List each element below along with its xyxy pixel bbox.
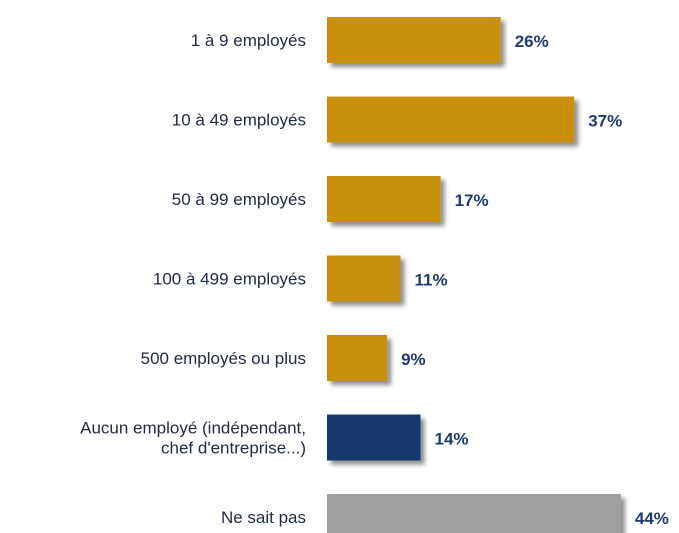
category-label-5: 500 employés ou plus <box>141 349 306 368</box>
value-label-5: 9% <box>401 350 426 369</box>
bar-2 <box>327 96 575 143</box>
category-label-line: 100 à 499 employés <box>153 270 306 289</box>
value-label-3: 17% <box>455 191 489 210</box>
value-label-7: 44% <box>635 509 669 528</box>
value-label-6: 14% <box>435 430 469 449</box>
category-labels-group: 1 à 9 employés 10 à 49 employés 50 à 99 em… <box>80 31 306 527</box>
value-labels-group: 26% 37% 17% 11% 9% 14% 44% <box>401 32 669 528</box>
category-label-1: 1 à 9 employés <box>191 31 306 50</box>
category-label-line: 500 employés ou plus <box>141 349 306 368</box>
category-label-line: chef d'entreprise...) <box>161 439 306 458</box>
category-label-6: Aucun employé (indépendant, chef d'entrep… <box>80 419 306 458</box>
category-label-line: 10 à 49 employés <box>172 111 306 130</box>
value-label-1: 26% <box>515 32 549 51</box>
category-label-line: Aucun employé (indépendant, <box>80 419 306 438</box>
category-label-line: 1 à 9 employés <box>191 31 306 50</box>
bars-group <box>327 17 621 533</box>
bar-6 <box>327 414 421 461</box>
category-label-2: 10 à 49 employés <box>172 111 306 130</box>
bar-5 <box>327 335 388 381</box>
category-label-3: 50 à 99 employés <box>172 190 306 209</box>
bar-7 <box>327 494 621 533</box>
bar-1 <box>327 17 501 63</box>
category-label-7: Ne sait pas <box>221 508 306 527</box>
category-label-line: 50 à 99 employés <box>172 190 306 209</box>
value-label-4: 11% <box>415 271 448 290</box>
bar-3 <box>327 176 441 222</box>
value-label-2: 37% <box>588 112 622 131</box>
category-label-line: Ne sait pas <box>221 508 306 527</box>
category-label-4: 100 à 499 employés <box>153 270 306 289</box>
bar-4 <box>327 255 401 302</box>
